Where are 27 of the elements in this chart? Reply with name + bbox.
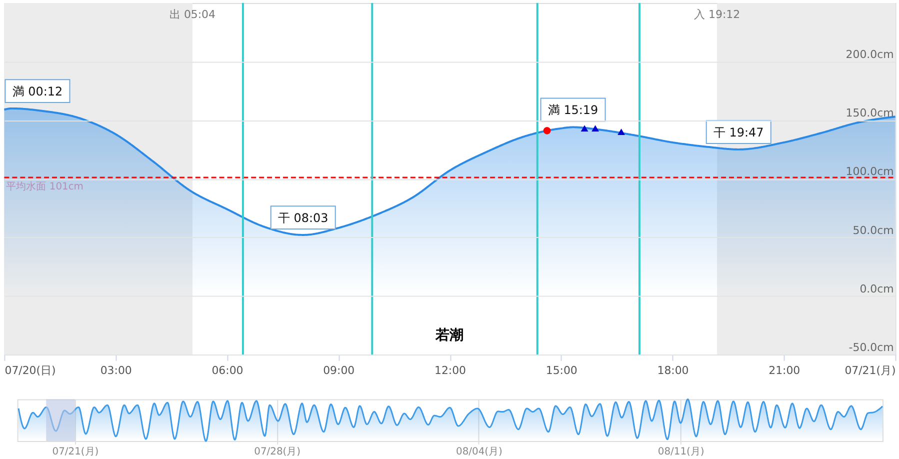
x-tick-label: 07/20(日) [4,364,56,377]
y-tick-label: 50.0cm [852,224,894,237]
y-tick-label: 200.0cm [846,48,894,62]
y-tick-label: 100.0cm [846,165,894,178]
band-label: 出 05:04 [169,8,216,21]
x-tick-label: 21:00 [768,364,800,377]
band-label: 入 19:12 [694,8,740,21]
x-tick-label: 08/04(月) [456,446,503,458]
x-tick-label: 07/21(月) [52,446,99,458]
y-tick-label: -50.0cm [848,340,894,354]
x-tick-label: 07/28(月) [254,446,301,458]
annotation: 満 15:19 [548,103,598,118]
x-tick-label: 09:00 [323,364,355,377]
x-tick-label: 12:00 [434,364,466,377]
x-tick-label: 08/11(月) [658,446,704,458]
annotation: 干 19:47 [713,125,764,140]
x-tick-label: 06:00 [212,364,244,377]
annotation: 若潮 [434,328,464,344]
y-tick-label: 0.0cm [860,282,894,296]
x-tick-label: 15:00 [546,364,578,377]
annotation: 干 08:03 [278,211,328,226]
y-tick-label: 150.0cm [846,106,894,120]
ref-line-label: 平均水面 101cm [6,180,84,192]
x-tick-label: 18:00 [657,364,689,377]
x-tick-label: 07/21(月) [844,364,896,377]
annotation: 満 00:12 [12,84,63,98]
x-tick-label: 03:00 [100,364,132,377]
